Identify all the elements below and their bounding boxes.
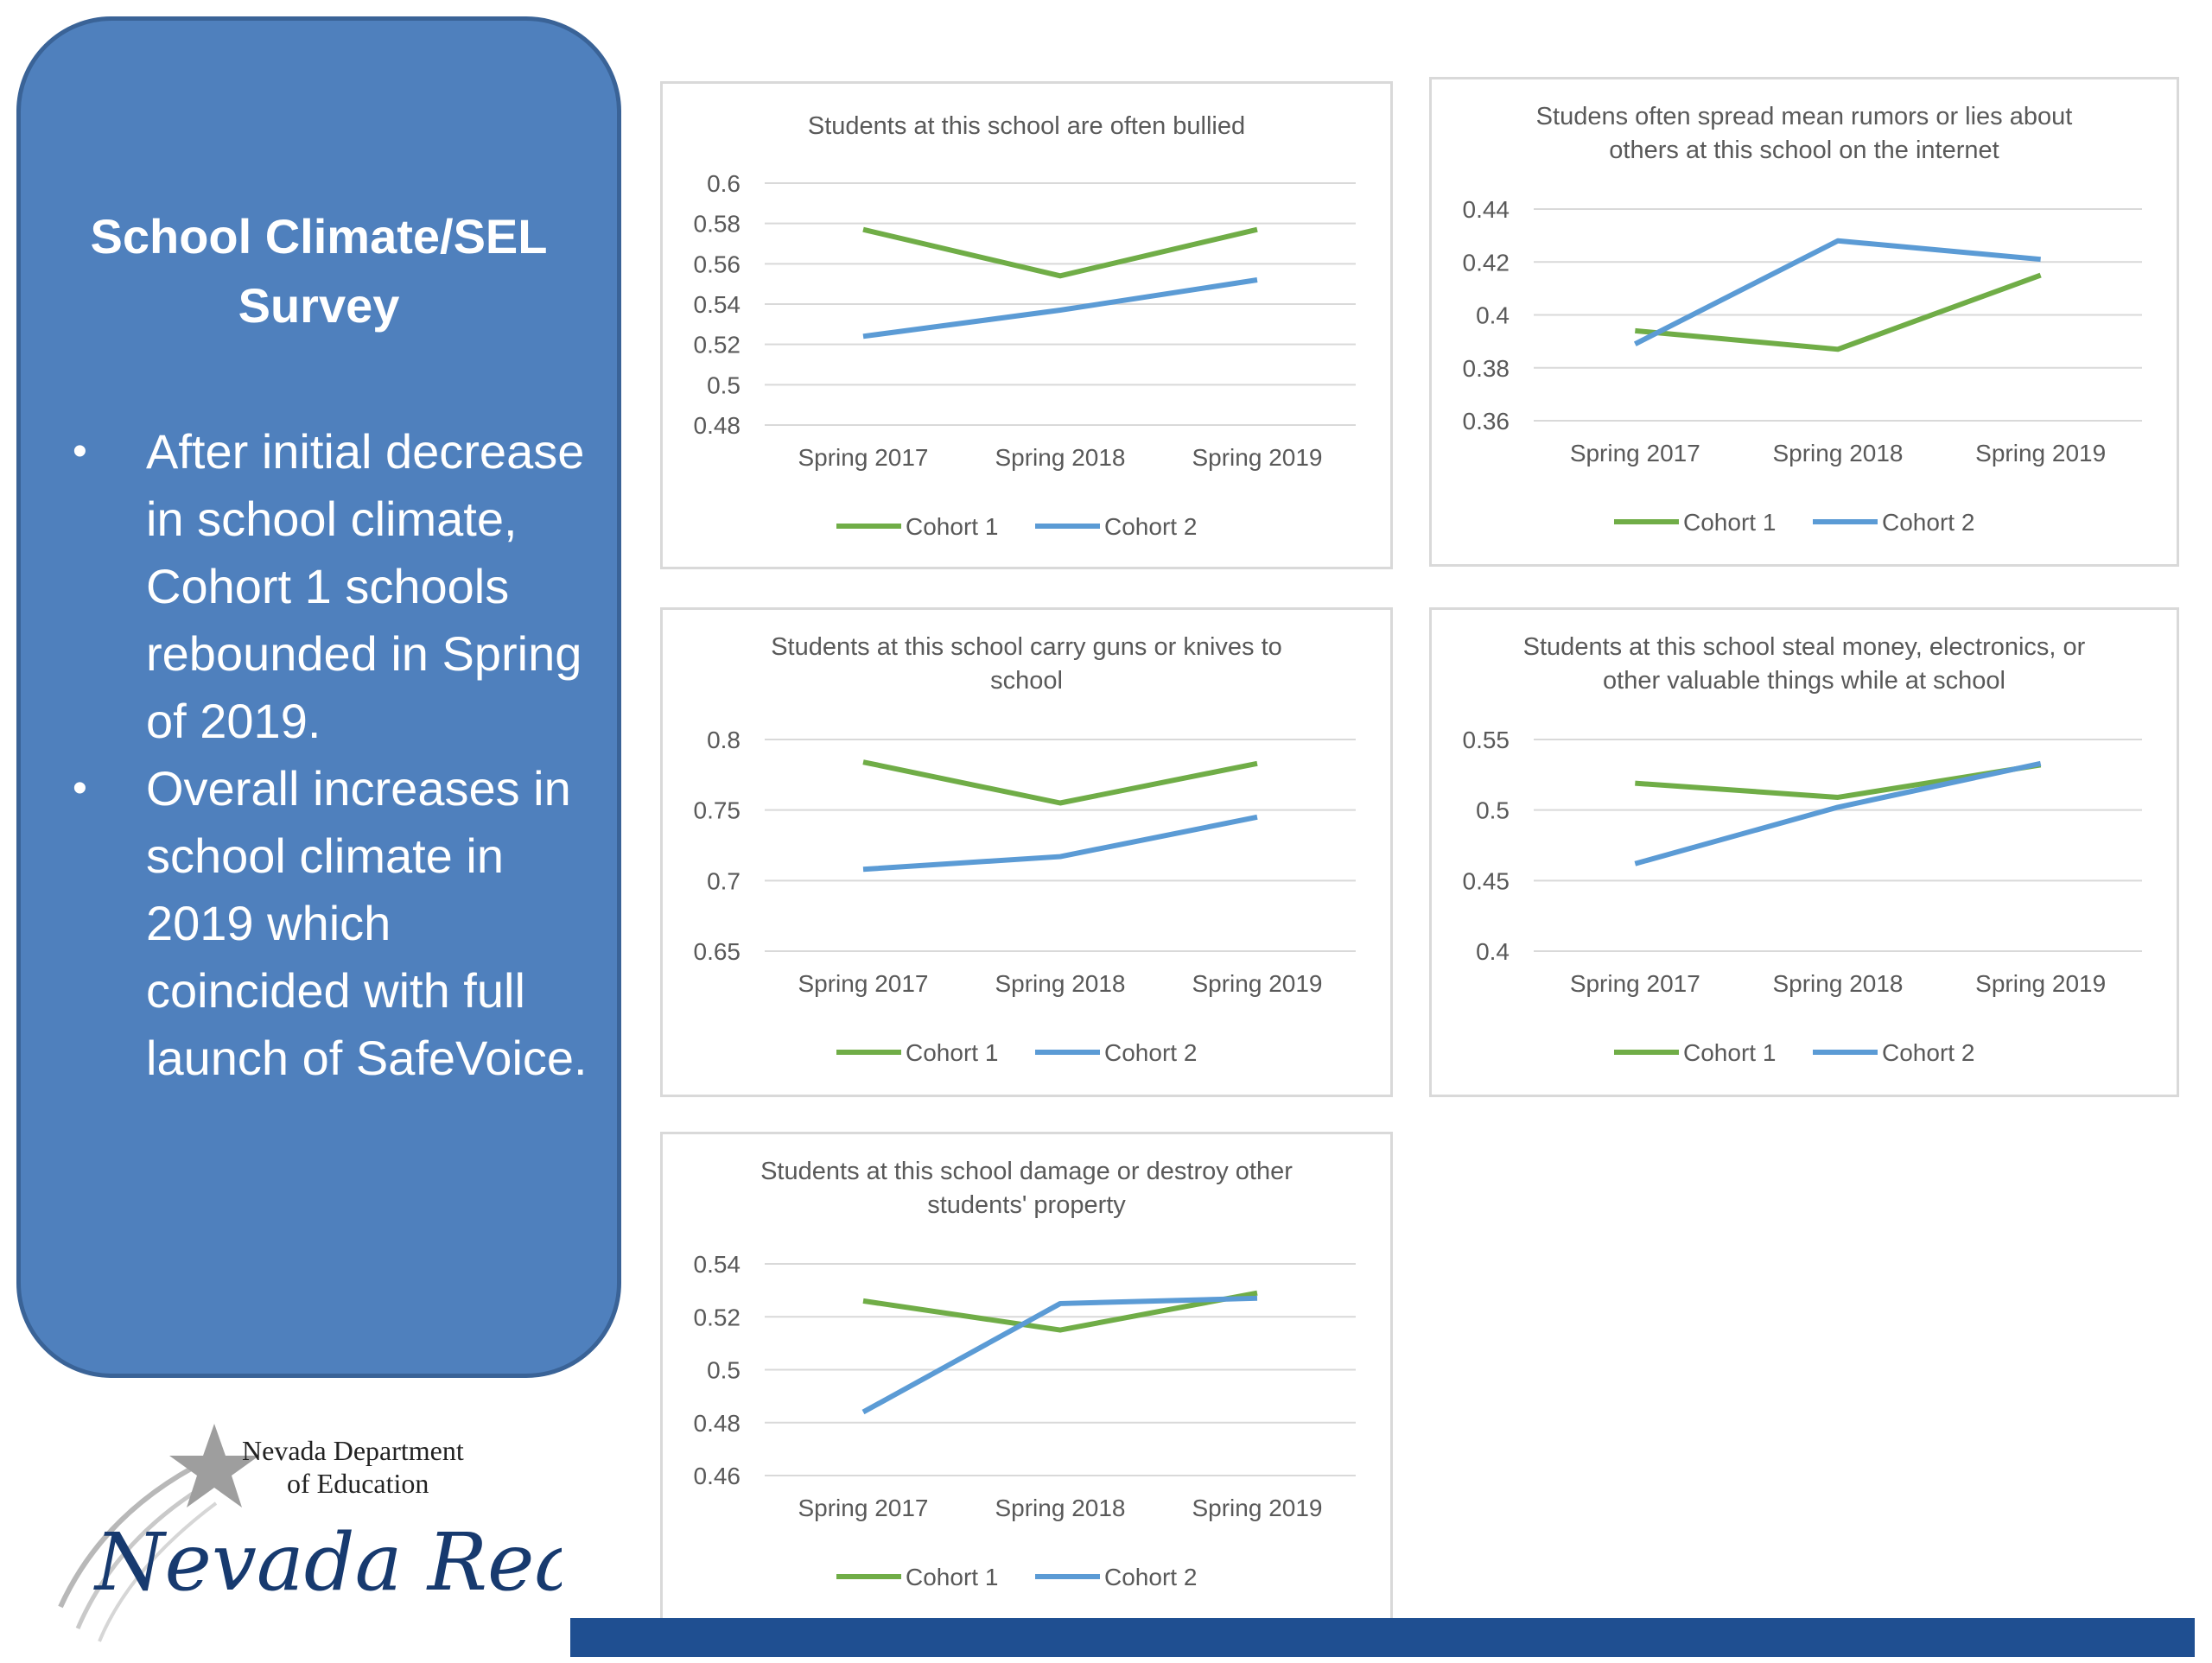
series-line-cohort-2 [1634, 760, 2042, 866]
series-line-cohort-1 [1635, 762, 2042, 800]
bullet-text: Overall increases in school climate in 2… [146, 761, 588, 1085]
legend-label: Cohort 2 [1104, 1039, 1197, 1066]
line-chart-svg: Studens often spread mean rumors or lies… [1463, 103, 2142, 536]
chart-title: Students at this school are often bullie… [808, 112, 1245, 140]
bullet-icon: • [73, 765, 87, 811]
x-tick-label: Spring 2017 [798, 1495, 928, 1521]
chart-title: Studens often spread mean rumors or lies… [1536, 103, 2073, 164]
y-tick-label: 0.65 [694, 938, 741, 965]
bullet-icon: • [73, 428, 87, 474]
y-tick-label: 0.46 [694, 1463, 741, 1489]
series-line-cohort-1 [1635, 272, 2042, 352]
line-chart-svg: Students at this school steal money, ele… [1463, 633, 2142, 1066]
legend-label: Cohort 1 [906, 513, 998, 540]
swoosh-icon [75, 1479, 213, 1629]
y-tick-label: 0.7 [707, 867, 741, 894]
chart-property: Students at this school damage or destro… [660, 1132, 1393, 1624]
series-line-cohort-2 [862, 277, 1258, 340]
chart-bullied: Students at this school are often bullie… [660, 81, 1393, 569]
y-tick-label: 0.36 [1463, 408, 1510, 435]
chart-title: Students at this school steal money, ele… [1523, 633, 2086, 695]
line-chart-svg: Students at this school damage or destro… [694, 1158, 1356, 1590]
legend-label: Cohort 1 [1683, 1039, 1776, 1066]
line-chart-svg: Students at this school are often bullie… [694, 112, 1356, 540]
legend-label: Cohort 1 [906, 1564, 998, 1590]
star-icon [169, 1424, 259, 1507]
logo-graphic: Nevada Department of Education Nevada Re… [58, 1424, 709, 1642]
chart-title: Students at this school carry guns or kn… [771, 633, 1282, 695]
y-tick-label: 0.52 [694, 1304, 741, 1330]
x-tick-label: Spring 2017 [1570, 440, 1700, 467]
bullet-text: After initial decrease in school climate… [146, 424, 585, 748]
series-line-cohort-2 [1633, 238, 2041, 346]
chart-weapons: Students at this school carry guns or kn… [660, 607, 1393, 1097]
y-tick-label: 0.44 [1463, 196, 1510, 223]
chart-rumors: Studens often spread mean rumors or lies… [1429, 77, 2179, 567]
x-tick-label: Spring 2018 [995, 970, 1125, 997]
x-tick-label: Spring 2018 [1772, 970, 1903, 997]
x-tick-label: Spring 2018 [995, 444, 1125, 471]
x-tick-label: Spring 2019 [1192, 970, 1322, 997]
y-tick-label: 0.75 [694, 797, 741, 824]
y-tick-label: 0.48 [694, 412, 741, 439]
y-tick-label: 0.5 [707, 371, 741, 398]
x-tick-label: Spring 2018 [995, 1495, 1125, 1521]
swoosh-icon [58, 1457, 209, 1609]
series-line-cohort-1 [862, 759, 1258, 806]
x-tick-label: Spring 2019 [1975, 970, 2106, 997]
y-tick-label: 0.55 [1463, 727, 1510, 753]
logo-script: Nevada Ready! [93, 1516, 562, 1609]
y-tick-label: 0.56 [694, 251, 741, 277]
y-tick-label: 0.4 [1476, 938, 1510, 965]
panel-title: School Climate/SEL Survey [90, 209, 548, 333]
legend-label: Cohort 2 [1882, 509, 1974, 536]
y-tick-label: 0.42 [1463, 249, 1510, 276]
legend-label: Cohort 2 [1104, 513, 1197, 540]
series-line-cohort-2 [861, 1295, 1258, 1415]
y-tick-label: 0.58 [694, 211, 741, 238]
y-tick-label: 0.6 [707, 170, 741, 197]
x-tick-label: Spring 2019 [1192, 444, 1322, 471]
y-tick-label: 0.54 [694, 1251, 741, 1278]
logo-org-line1: Nevada Department [242, 1435, 464, 1466]
legend-label: Cohort 2 [1882, 1039, 1974, 1066]
y-tick-label: 0.38 [1463, 355, 1510, 382]
y-tick-label: 0.5 [707, 1357, 741, 1384]
x-tick-label: Spring 2017 [798, 970, 928, 997]
legend-label: Cohort 2 [1104, 1564, 1197, 1590]
y-tick-label: 0.48 [694, 1410, 741, 1437]
y-tick-label: 0.45 [1463, 867, 1510, 894]
chart-title: Students at this school damage or destro… [760, 1158, 1293, 1219]
bullet-list: • After initial decrease in school clima… [73, 418, 591, 1092]
line-chart-svg: Students at this school carry guns or kn… [694, 633, 1356, 1066]
legend-label: Cohort 1 [906, 1039, 998, 1066]
logo-org-line2: of Education [287, 1468, 429, 1499]
nevada-ready-logo: Nevada Department of Education Nevada Re… [26, 1408, 709, 1659]
bullet-item: • Overall increases in school climate in… [73, 755, 591, 1092]
x-tick-label: Spring 2017 [798, 444, 928, 471]
x-tick-label: Spring 2018 [1772, 440, 1903, 467]
bullet-item: • After initial decrease in school clima… [73, 418, 591, 755]
series-line-cohort-1 [862, 1290, 1258, 1333]
y-tick-label: 0.8 [707, 727, 741, 753]
y-tick-label: 0.52 [694, 332, 741, 359]
chart-theft: Students at this school steal money, ele… [1429, 607, 2179, 1097]
x-tick-label: Spring 2019 [1975, 440, 2106, 467]
legend-label: Cohort 1 [1683, 509, 1776, 536]
series-line-cohort-1 [862, 226, 1258, 279]
series-line-cohort-2 [862, 814, 1258, 873]
swoosh-icon [98, 1501, 218, 1642]
x-tick-label: Spring 2017 [1570, 970, 1700, 997]
summary-panel: School Climate/SEL Survey • After initia… [16, 16, 621, 1378]
y-tick-label: 0.5 [1476, 797, 1510, 824]
x-tick-label: Spring 2019 [1192, 1495, 1322, 1521]
y-tick-label: 0.4 [1476, 302, 1510, 329]
y-tick-label: 0.54 [694, 291, 741, 318]
footer-bar [570, 1618, 2195, 1657]
